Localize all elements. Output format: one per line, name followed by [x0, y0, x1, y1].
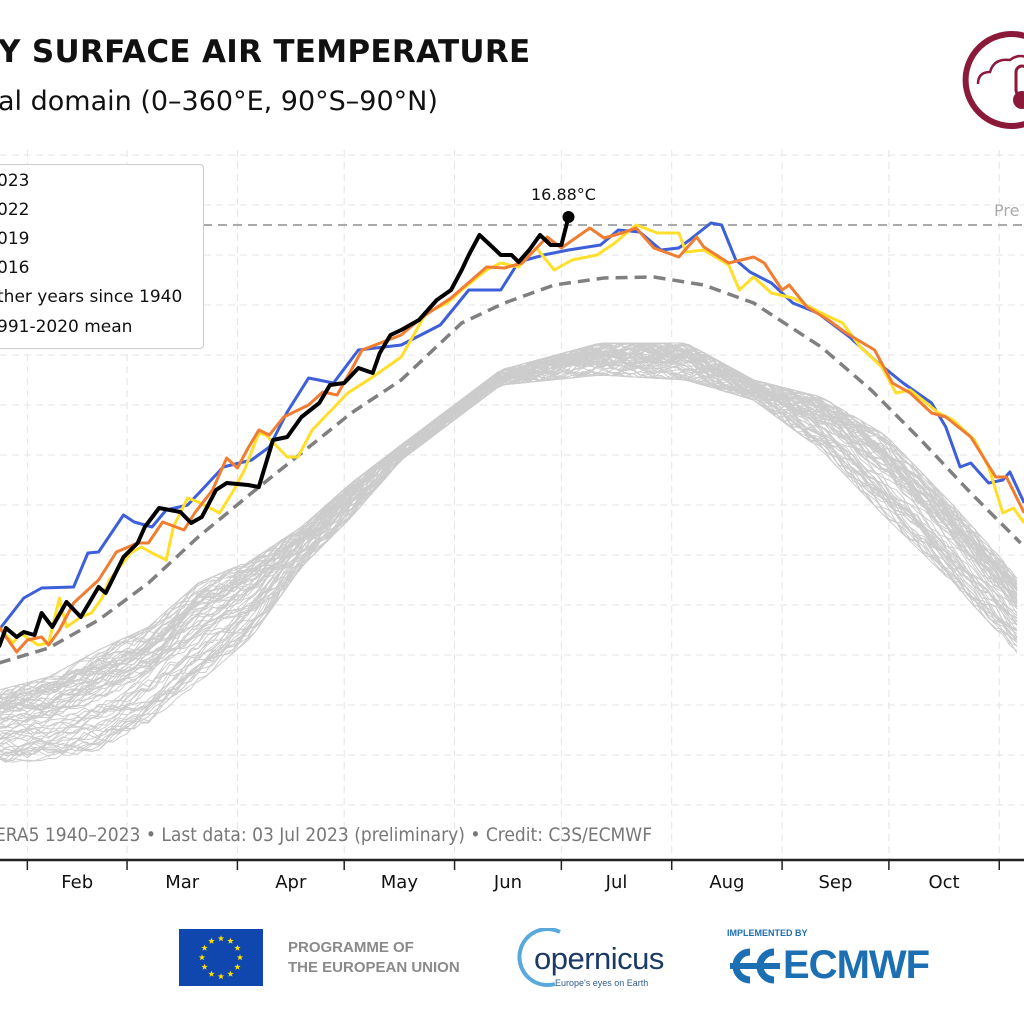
other-year-line — [0, 350, 1018, 720]
eu-star-icon — [227, 970, 234, 977]
other-year-line — [0, 361, 1018, 747]
eu-programme-text: PROGRAMME OF THE EUROPEAN UNION — [288, 938, 460, 978]
mean-1991-2020-line — [0, 275, 1022, 665]
eu-star-icon — [236, 954, 244, 961]
eu-star-icon — [201, 963, 208, 970]
eu-star-icon — [234, 963, 241, 970]
legend-item-2016: 016 — [0, 258, 30, 278]
legend-item-2019: 019 — [0, 229, 30, 249]
other-year-line — [0, 357, 1018, 735]
other-year-line — [0, 362, 1018, 757]
series-2023-line — [0, 216, 571, 648]
x-tick-label-aug: Aug — [709, 872, 745, 893]
other-year-line — [0, 352, 1018, 729]
legend-item-2023: 023 — [0, 171, 30, 191]
legend-item-2022: 022 — [0, 200, 30, 220]
other-year-line — [0, 361, 1018, 760]
x-tick-label-apr: Apr — [275, 872, 307, 893]
chart-subtitle: al domain (0–360°E, 90°S–90°N) — [0, 86, 438, 117]
legend: 023 022 019 016 ther years since 1940 99… — [0, 164, 204, 349]
other-year-line — [0, 342, 1018, 705]
c3s-thermometer-cloud-logo — [962, 31, 1024, 129]
eu-star-icon — [198, 954, 206, 961]
credit-text: ERA5 1940–2023 • Last data: 03 Jul 2023 … — [0, 824, 653, 846]
other-year-line — [0, 353, 1018, 730]
eu-star-icon — [217, 973, 225, 980]
other-year-line — [0, 342, 1018, 711]
last-value-annotation: 16.88°C — [531, 185, 596, 204]
implemented-by-label: IMPLEMENTED BY — [727, 928, 808, 938]
ecmwf-symbol-icon — [730, 948, 780, 984]
other-year-line — [0, 360, 1018, 752]
series-lines — [0, 211, 1024, 654]
copernicus-logo-text: opernicus — [534, 941, 664, 976]
other-year-line — [0, 343, 1018, 722]
x-tick-label-mar: Mar — [165, 872, 200, 893]
chart-title: Y SURFACE AIR TEMPERATURE — [0, 34, 531, 70]
other-year-line — [0, 365, 1018, 764]
eu-star-icon — [227, 937, 234, 944]
x-tick-label-oct: Oct — [928, 872, 960, 893]
x-tick-label-sep: Sep — [818, 872, 853, 893]
eu-star-icon — [201, 944, 208, 951]
series-2016-line — [0, 221, 1024, 631]
x-tick-label-jul: Jul — [605, 872, 628, 893]
eu-star-icon — [208, 970, 215, 977]
copernicus-tagline: Europe's eyes on Earth — [555, 978, 649, 988]
legend-item-mean: 991-2020 mean — [0, 317, 133, 337]
other-year-line — [0, 359, 1018, 744]
mean-line-group — [0, 275, 1022, 665]
previous-record-label: Pre — [994, 201, 1020, 220]
eu-star-icon — [208, 937, 215, 944]
other-years-lines — [0, 342, 1018, 764]
other-year-line — [0, 350, 1018, 735]
other-year-line — [0, 343, 1018, 703]
eu-star-icon — [234, 944, 241, 951]
legend-item-other-years: ther years since 1940 — [0, 287, 183, 307]
eu-text-line2: THE EUROPEAN UNION — [288, 959, 460, 976]
eu-flag-logo — [179, 929, 263, 986]
x-tick-label-may: May — [380, 872, 418, 893]
x-axis — [0, 858, 1024, 870]
x-tick-label-feb: Feb — [61, 872, 94, 893]
series-2022-line — [0, 226, 1024, 654]
eu-star-icon — [217, 935, 225, 942]
other-year-line — [0, 368, 1018, 757]
other-year-line — [0, 358, 1018, 740]
other-year-line — [0, 359, 1018, 745]
other-year-line — [0, 342, 1018, 703]
x-tick-label-jun: Jun — [493, 872, 523, 893]
last-value-marker — [562, 211, 575, 223]
eu-text-line1: PROGRAMME OF — [288, 939, 414, 956]
ecmwf-logo-text: ECMWF — [783, 943, 930, 987]
copernicus-arc-icon — [517, 928, 561, 988]
